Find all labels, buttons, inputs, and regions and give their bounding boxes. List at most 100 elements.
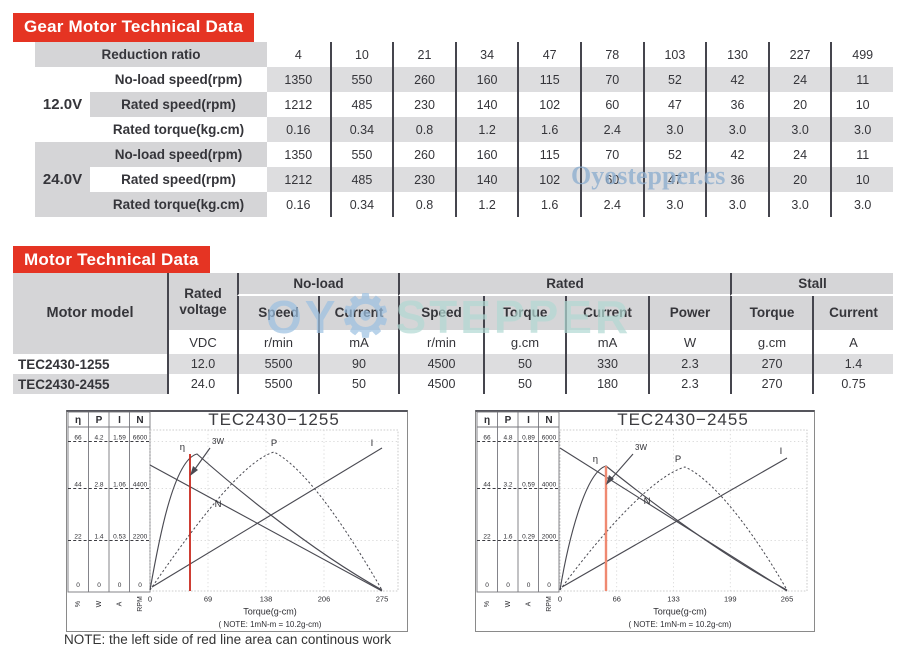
unit-label: g.cm <box>483 330 565 354</box>
axis-zero: 0 <box>118 582 122 589</box>
spec-value: 60 <box>579 167 643 192</box>
spec-value: 230 <box>392 167 455 192</box>
axis-tick: 6600 <box>133 435 148 442</box>
ratio-value: 47 <box>517 42 580 67</box>
spec-value: 1212 <box>267 167 330 192</box>
annotation-3w: 3W <box>635 443 647 452</box>
spec-value: 1.2 <box>454 192 518 217</box>
axis-zero: 0 <box>547 582 551 589</box>
axis-tick: 1.4 <box>94 534 103 541</box>
unit-conversion-note: ( NOTE: 1mN-m = 10.2g-cm) <box>629 620 732 629</box>
column-header: Speed <box>237 296 318 330</box>
chart-border <box>66 410 408 632</box>
column-header: Torque <box>730 296 812 330</box>
spec-value: 60 <box>579 92 643 117</box>
spec-value: 2.4 <box>579 117 643 142</box>
spec-row-label: No-load speed(rpm) <box>90 142 267 167</box>
motor-model-name: TEC2430-1255 <box>18 356 110 372</box>
spec-value: 11 <box>830 142 893 167</box>
spec-row-label: Rated speed(rpm) <box>121 172 236 187</box>
voltage-header: Rated voltage <box>167 273 237 330</box>
spec-row-label: No-load speed(rpm) <box>114 72 243 87</box>
spec-value: 550 <box>329 142 393 167</box>
ratio-value: 499 <box>830 42 893 67</box>
x-axis-label: Torque(g-cm) <box>653 607 707 617</box>
axis-header-current: I <box>118 415 121 426</box>
spec-value: 485 <box>329 167 393 192</box>
unit-conversion-note: ( NOTE: 1mN-m = 10.2g-cm) <box>219 620 322 629</box>
spec-value: 1212 <box>284 97 313 112</box>
unit-label: A <box>812 330 893 354</box>
spec-value: 1.6 <box>517 117 580 142</box>
x-tick: 138 <box>260 595 273 604</box>
spec-value: 1350 <box>284 147 313 162</box>
axis-zero: 0 <box>527 582 531 589</box>
spec-value: 4500 <box>398 374 483 394</box>
spec-value: 47 <box>642 167 706 192</box>
spec-value: 230 <box>392 92 455 117</box>
spec-value: 4500 <box>398 354 483 374</box>
spec-value: 11 <box>830 67 893 92</box>
plot-area: η 3W P I N <box>559 429 808 592</box>
axis-tick: 2.8 <box>94 482 103 489</box>
axis-unit: % <box>484 601 491 607</box>
x-tick: 265 <box>781 595 794 604</box>
ratio-value: 103 <box>642 42 706 67</box>
axis-tick: 44 <box>483 482 491 489</box>
spec-value: 52 <box>642 67 706 92</box>
spec-value: 42 <box>705 67 768 92</box>
current-line <box>561 457 788 588</box>
axis-unit: W <box>96 600 103 607</box>
spec-value: 550 <box>329 67 393 92</box>
voltage-group-label: 24.0V <box>35 142 90 217</box>
reduction-ratio-header: Reduction ratio <box>35 42 267 67</box>
spec-value: 52 <box>642 142 706 167</box>
spec-value: 2.3 <box>648 354 730 374</box>
axis-unit: A <box>526 601 533 606</box>
spec-value: 260 <box>392 142 455 167</box>
spec-value: 0.34 <box>329 117 393 142</box>
axis-tick: 22 <box>74 534 82 541</box>
model-header: Motor model <box>13 273 167 354</box>
axis-header-power: P <box>505 415 512 426</box>
spec-value: 270 <box>730 354 812 374</box>
performance-chart-tec2430-1255: TEC2430−1255 η P I N 66 4.2 1.59 6600 44… <box>66 410 408 632</box>
spec-value: 70 <box>579 142 643 167</box>
spec-row-label: Rated speed(rpm) <box>90 92 267 117</box>
axis-unit: W <box>505 600 512 607</box>
unit-label: r/min <box>237 330 318 354</box>
spec-value: 24 <box>767 67 831 92</box>
axis-tick: 2000 <box>542 534 557 541</box>
annotation-arrowhead <box>190 466 198 476</box>
axis-tick: 0.29 <box>522 534 535 541</box>
x-axis: 0 69 138 206 275 Torque(g-cm) ( NOTE: 1m… <box>148 595 388 630</box>
x-axis-label: Torque(g-cm) <box>243 607 297 617</box>
ratio-value: 130 <box>705 42 768 67</box>
axis-zero: 0 <box>485 582 489 589</box>
voltage-group-label: 12.0V <box>42 96 83 113</box>
speed-label: N <box>215 499 222 510</box>
annotation-3w: 3W <box>212 437 224 446</box>
axis-tick: 4000 <box>542 482 557 489</box>
spec-value: 160 <box>454 142 518 167</box>
spec-value: 36 <box>705 92 768 117</box>
power-curve <box>149 451 383 591</box>
axis-tick: 0.89 <box>522 435 535 442</box>
spec-value: 20 <box>767 92 831 117</box>
axis-header-speed: N <box>545 415 552 426</box>
spec-value: 5500 <box>237 354 318 374</box>
power-curve <box>559 466 788 591</box>
group-header: Stall <box>730 273 893 296</box>
x-tick: 133 <box>667 595 680 604</box>
ratio-value: 21 <box>392 42 455 67</box>
axis-header-eta: η <box>484 415 490 426</box>
axis-unit: RPM <box>137 596 144 612</box>
x-tick: 275 <box>376 595 389 604</box>
ratio-value: 4 <box>294 47 302 62</box>
unit-label: W <box>648 330 730 354</box>
motor-model-name: TEC2430-2455 <box>13 374 167 394</box>
eta-label: η <box>180 442 185 453</box>
axis-zero: 0 <box>138 582 142 589</box>
unit-label: mA <box>318 330 398 354</box>
